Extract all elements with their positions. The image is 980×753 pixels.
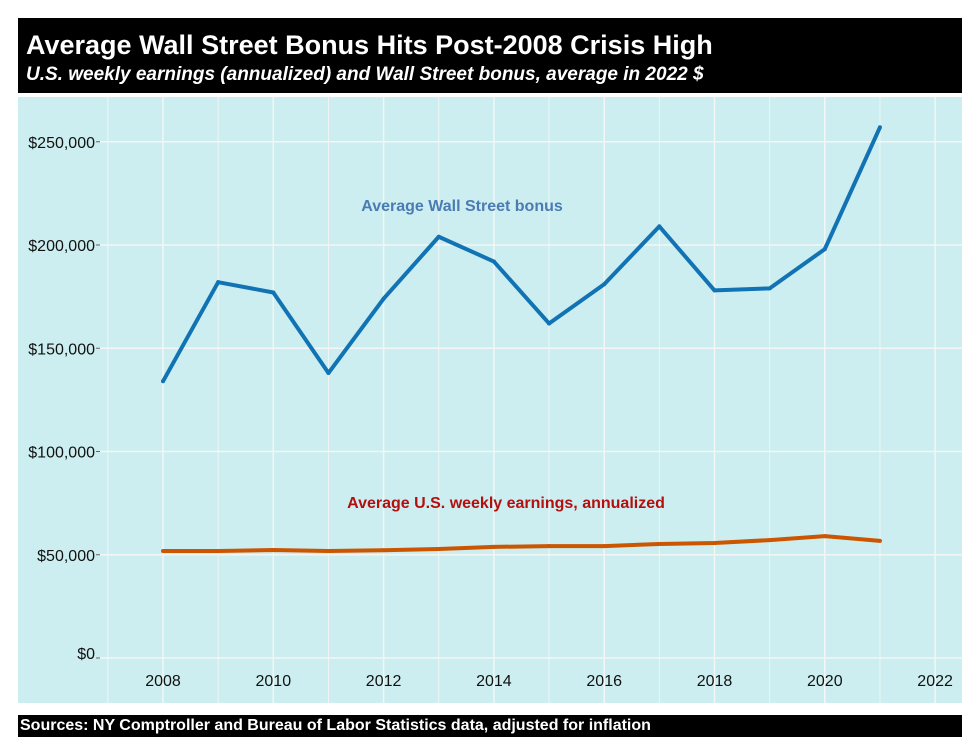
data-point xyxy=(657,224,662,229)
data-point xyxy=(271,290,276,295)
data-point xyxy=(547,544,552,549)
data-point xyxy=(877,538,882,543)
series-line-1 xyxy=(163,534,881,554)
data-point xyxy=(216,280,221,285)
data-point xyxy=(161,379,165,384)
data-point xyxy=(381,548,386,553)
y-tick-label: $100,000 xyxy=(28,445,95,462)
x-tick-label: 2008 xyxy=(145,673,181,690)
x-tick-label: 2012 xyxy=(366,673,402,690)
data-point xyxy=(877,125,882,130)
data-point xyxy=(602,282,607,287)
data-point xyxy=(271,548,276,553)
y-tick-label: $150,000 xyxy=(28,341,95,358)
data-point xyxy=(767,286,772,291)
data-point xyxy=(547,321,552,326)
data-point xyxy=(216,549,221,554)
data-point xyxy=(712,540,717,545)
data-point xyxy=(326,549,331,554)
x-tick-label: 2010 xyxy=(256,673,292,690)
data-point xyxy=(326,371,331,376)
data-point xyxy=(491,259,496,264)
data-point xyxy=(657,542,662,547)
data-point xyxy=(381,296,386,301)
y-tick-label: $50,000 xyxy=(37,548,95,565)
series-label-bonus: Average Wall Street bonus xyxy=(361,198,563,215)
x-tick-label: 2022 xyxy=(917,673,953,690)
chart-panel xyxy=(18,97,962,703)
x-tick-label: 2014 xyxy=(476,673,512,690)
series-line-0 xyxy=(161,126,882,383)
data-point xyxy=(161,549,165,554)
chart-header: Average Wall Street Bonus Hits Post-2008… xyxy=(18,18,962,93)
data-point xyxy=(822,534,827,539)
x-tick-label: 2020 xyxy=(807,673,843,690)
data-point xyxy=(822,247,827,252)
x-tick-label: 2016 xyxy=(586,673,622,690)
x-tick-label: 2018 xyxy=(697,673,733,690)
y-tick-label: $200,000 xyxy=(28,238,95,255)
series-label-earnings: Average U.S. weekly earnings, annualized xyxy=(347,495,665,512)
y-tick-label: $0 xyxy=(77,646,95,663)
data-point xyxy=(602,544,607,549)
source-note: Sources: NY Comptroller and Bureau of La… xyxy=(18,715,962,737)
data-point xyxy=(712,288,717,293)
chart-title: Average Wall Street Bonus Hits Post-2008… xyxy=(26,30,713,60)
data-point xyxy=(491,544,496,549)
chart-subtitle: U.S. weekly earnings (annualized) and Wa… xyxy=(26,64,704,85)
y-tick-label: $250,000 xyxy=(28,135,95,152)
data-point xyxy=(436,546,441,551)
data-point xyxy=(436,234,441,239)
data-point xyxy=(767,538,772,543)
